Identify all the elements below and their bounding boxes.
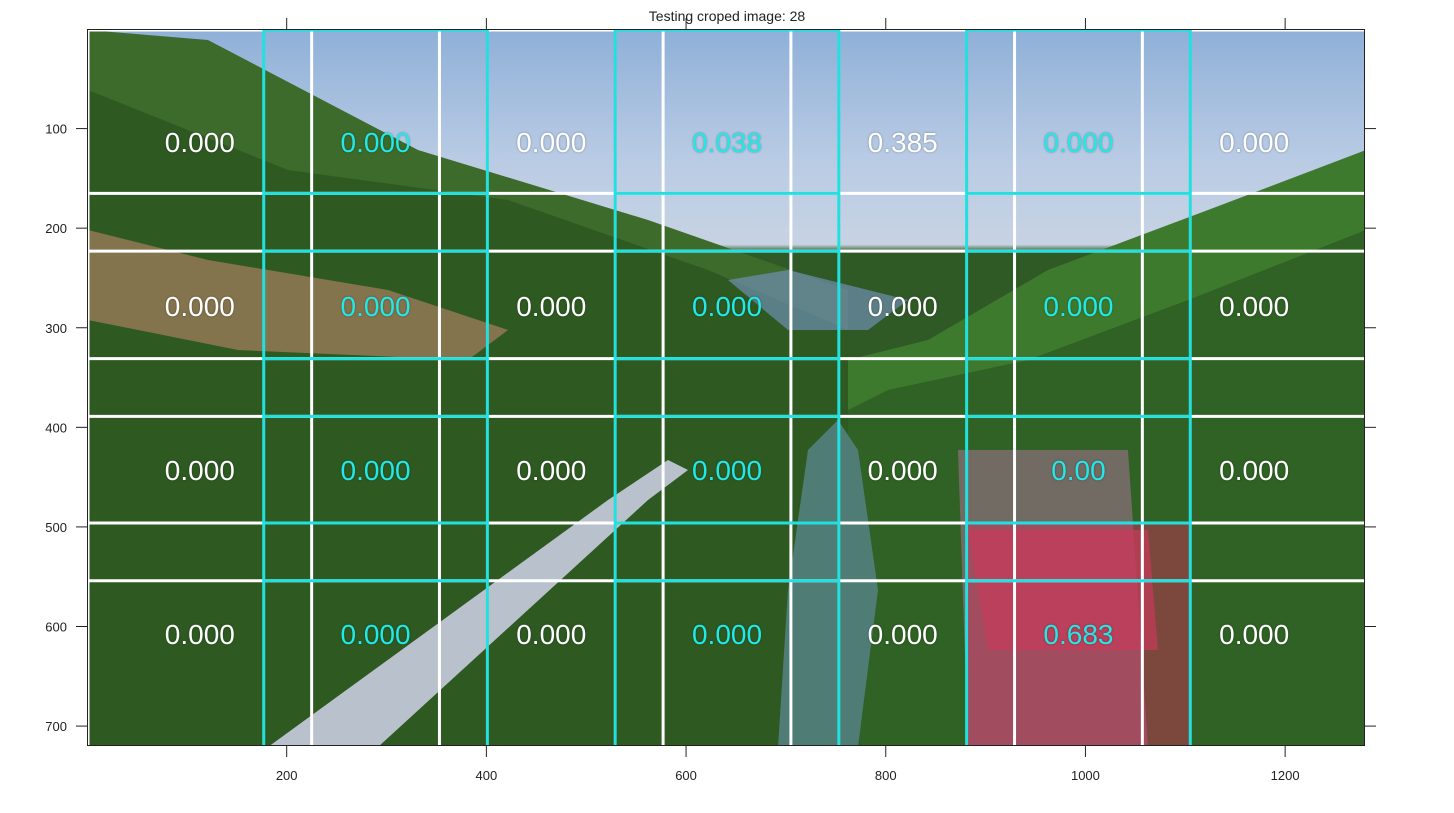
y-tick-label: 300 [45,321,67,336]
x-tick-label: 800 [875,768,897,783]
cell-value: 0.000 [516,290,587,322]
x-tick-label: 1000 [1071,768,1100,783]
cell-value: 0.385 [867,126,938,158]
x-tick-label: 1200 [1271,768,1300,783]
landscape-image [88,30,1364,745]
cell-value: 0.000 [516,126,587,158]
cell-value: 0.000 [340,290,411,322]
cell-value: 0.000 [340,619,411,651]
cell-value: 0.000 [1219,455,1290,487]
cell-value: 0.00 [1051,455,1106,487]
cell-value: 0.000 [1219,619,1290,651]
cell-value: 0.000 [691,619,763,651]
cell-value: 0.000 [867,619,938,651]
dirt-slope [88,230,508,360]
cell-value: 0.000 [164,455,235,487]
cell-value: 0.000 [340,455,411,487]
cell-value: 0.000 [164,290,235,322]
cell-value: 0.000 [340,126,411,158]
river [778,420,878,745]
y-tick-label: 700 [45,719,67,734]
highlight-overlay [966,522,1191,745]
cell-value: 0.000 [164,126,235,158]
distant-hills [728,270,908,330]
cell-value: 0.000 [867,455,938,487]
x-tick-label: 200 [276,768,298,783]
cell-value: 0.683 [1043,619,1114,651]
x-tick-label: 400 [476,768,498,783]
figure-title: Testing croped image: 28 [648,8,806,24]
y-tick-label: 200 [45,221,67,236]
cell-value: 0.000 [1219,126,1290,158]
cell-value: 0.000 [867,290,938,322]
cell-value: 0.000 [516,455,587,487]
y-tick-label: 600 [45,620,67,635]
image-plot-area[interactable]: 0.000 0.000 0.000 0.038 0.385 0.000 0.000 0.000… [87,29,1365,746]
cell-values-layer: 0.000 0.000 0.000 0.038 0.385 0.000 0.000 0.000… [88,30,1364,745]
cell-value: 0.000 [1043,290,1114,322]
cell-value: 0.000 [691,290,763,322]
cell-value: 0.000 [516,619,587,651]
cell-value: 0.000 [1219,290,1290,322]
cell-value: 0.000 [164,619,235,651]
y-tick-label: 400 [45,420,67,435]
road [270,460,688,745]
cell-value: 0.038 [691,126,763,158]
y-tick-label: 100 [45,122,67,137]
grid-overlay [88,30,1364,745]
cell-value: 0.000 [691,455,763,487]
cell-value: 0.000 [1043,126,1114,158]
x-tick-label: 600 [675,768,697,783]
y-tick-label: 500 [45,520,67,535]
